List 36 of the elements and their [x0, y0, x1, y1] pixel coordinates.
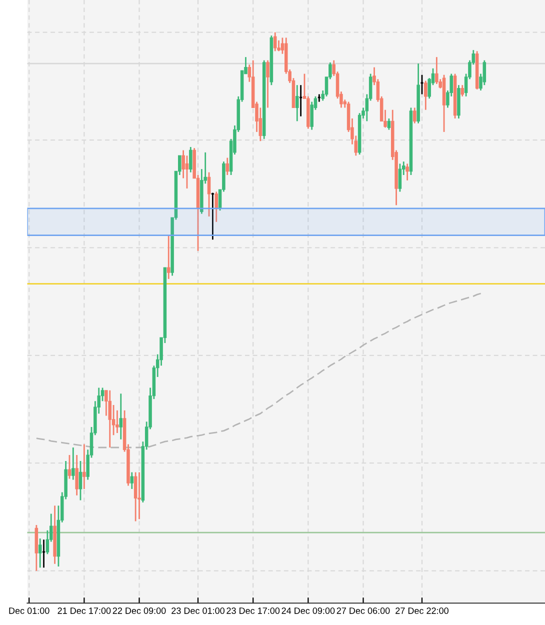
- x-tick-label: 24 Dec 09:00: [282, 608, 335, 614]
- candlestick: [119, 392, 123, 440]
- candlestick: [207, 172, 211, 218]
- candlestick: [78, 460, 82, 501]
- candlestick: [72, 446, 75, 480]
- x-tick-label: 22 Dec 09:00: [112, 608, 166, 614]
- candlestick: [75, 454, 78, 496]
- candlestick: [413, 107, 416, 124]
- candlestick: [424, 80, 428, 111]
- candlestick: [226, 157, 230, 176]
- candlestick: [398, 163, 402, 192]
- candlestick: [296, 84, 299, 122]
- candlestick: [130, 472, 134, 490]
- candlestick: [68, 454, 72, 480]
- candlestick: [82, 444, 86, 490]
- candlestick: [266, 60, 270, 108]
- candlestick: [460, 84, 464, 98]
- candlestick: [214, 191, 218, 223]
- candlestick: [134, 472, 138, 522]
- x-tick-label: 27 Dec 06:00: [336, 608, 390, 614]
- candlestick: [387, 118, 391, 130]
- x-tick-label: 23 Dec 17:00: [226, 608, 280, 614]
- candlestick: [185, 154, 189, 190]
- candlestick: [420, 74, 424, 95]
- candlestick: [189, 146, 192, 174]
- candlestick: [273, 32, 277, 52]
- x-tick-label: 23 Dec 01:00: [172, 608, 224, 614]
- candlestick: [166, 234, 170, 280]
- candlestick: [38, 538, 42, 568]
- candlestick: [406, 163, 409, 182]
- candlestick: [108, 390, 112, 448]
- x-tick-label: 27 Dec 22:00: [396, 608, 448, 614]
- x-tick-label: 21 Dec 17:00: [58, 608, 111, 614]
- candlestick: [138, 472, 141, 520]
- x-tick-label: Dec 01:00: [9, 608, 50, 614]
- candlestick: [435, 56, 438, 85]
